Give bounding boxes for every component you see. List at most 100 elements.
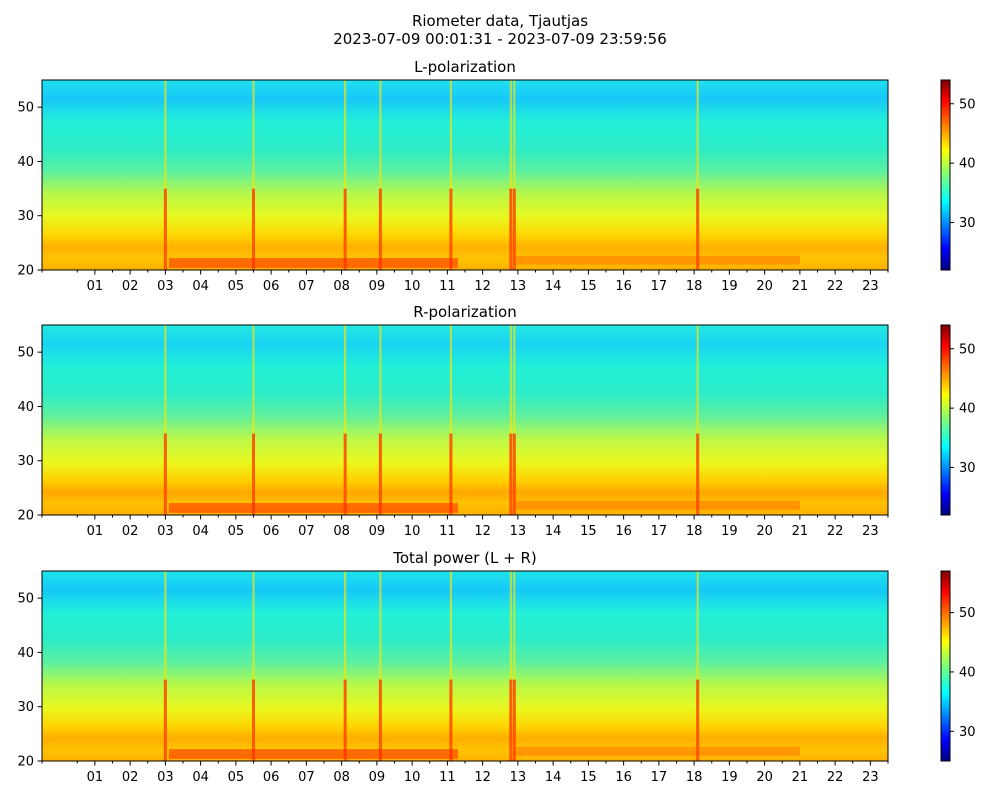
- heatmap-area: [42, 571, 888, 761]
- x-tick-label: 08: [333, 279, 350, 294]
- y-axis: 20 30 40 50: [17, 101, 42, 279]
- event-streak-core: [163, 433, 167, 515]
- y-tick-label: 20: [17, 755, 34, 770]
- figure-subtitle: 2023-07-09 00:01:31 - 2023-07-09 23:59:5…: [333, 30, 667, 48]
- x-tick-label: 06: [263, 770, 280, 785]
- panel-total-power: Total power (L + R) 01 02 03 04 05 06 07 08 09 10…: [17, 549, 976, 785]
- x-tick-label: 16: [615, 524, 632, 539]
- x-tick-label: 23: [862, 770, 879, 785]
- x-tick-label: 12: [474, 524, 491, 539]
- x-tick-label: 04: [192, 524, 209, 539]
- x-tick-label: 21: [792, 279, 809, 294]
- event-streak-core: [696, 433, 700, 515]
- x-tick-label: 20: [756, 279, 773, 294]
- event-streak-core: [252, 188, 255, 270]
- x-tick-label: 16: [615, 770, 632, 785]
- event-layer: [163, 325, 800, 515]
- event-layer: [163, 80, 800, 270]
- event-streak-core: [343, 188, 347, 270]
- event-streak-core: [509, 433, 513, 515]
- x-tick-label: 02: [122, 524, 139, 539]
- y-tick-label: 50: [17, 592, 34, 607]
- x-tick-label: 11: [439, 770, 456, 785]
- event-streak: [513, 80, 516, 270]
- colorbar-tick-label: 50: [959, 97, 976, 112]
- x-tick-label: 02: [122, 279, 139, 294]
- event-streak: [696, 571, 699, 761]
- event-streak: [164, 80, 167, 270]
- event-streak: [344, 325, 347, 515]
- colorbar: [940, 324, 951, 516]
- y-tick-label: 30: [17, 454, 34, 469]
- event-streak: [379, 571, 382, 761]
- y-axis: 20 30 40 50: [17, 346, 42, 524]
- x-tick-label: 12: [474, 279, 491, 294]
- x-tick-label: 23: [862, 524, 879, 539]
- enhancement-band: [514, 500, 800, 510]
- y-tick-label: 40: [17, 400, 34, 415]
- x-tick-label: 19: [721, 524, 738, 539]
- x-tick-label: 22: [827, 279, 844, 294]
- event-streak: [696, 80, 699, 270]
- x-axis: 01 02 03 04 05 06 07 08 09 10 11 12 13 14 15 16 17 18 19 20…: [41, 515, 889, 539]
- x-tick-label: 15: [580, 279, 597, 294]
- x-tick-label: 13: [510, 524, 527, 539]
- panel-title: R-polarization: [413, 303, 516, 321]
- event-streak-core: [512, 188, 516, 270]
- event-streak: [344, 571, 347, 761]
- y-tick-label: 40: [17, 155, 34, 170]
- x-tick-label: 17: [651, 770, 668, 785]
- x-tick-label: 17: [651, 524, 668, 539]
- x-tick-label: 06: [263, 279, 280, 294]
- y-tick-label: 20: [17, 264, 34, 279]
- event-streak: [164, 571, 167, 761]
- x-tick-label: 03: [157, 770, 174, 785]
- x-tick-label: 01: [87, 279, 104, 294]
- x-tick-label: 09: [369, 279, 386, 294]
- colorbar-axis: 30 40 50: [950, 606, 976, 740]
- x-tick-label: 01: [87, 524, 104, 539]
- event-streak-core: [449, 188, 453, 270]
- x-tick-label: 18: [686, 279, 703, 294]
- enhancement-band: [514, 255, 800, 265]
- colorbar-tick-label: 40: [959, 402, 976, 417]
- x-tick-label: 03: [157, 279, 174, 294]
- panel-title: Total power (L + R): [392, 549, 537, 567]
- y-tick-label: 40: [17, 646, 34, 661]
- y-tick-label: 20: [17, 509, 34, 524]
- event-streak-core: [343, 679, 347, 761]
- colorbar-axis: 30 40 50: [950, 342, 976, 476]
- colorbar-tick-label: 40: [959, 157, 976, 172]
- event-streak-core: [509, 679, 513, 761]
- colorbar-tick-label: 50: [959, 606, 976, 621]
- event-streak-core: [163, 188, 167, 270]
- y-tick-label: 30: [17, 209, 34, 224]
- enhancement-band: [168, 749, 458, 759]
- colorbar-tick-label: 30: [959, 216, 976, 231]
- x-tick-label: 10: [404, 279, 421, 294]
- x-tick-label: 08: [333, 770, 350, 785]
- x-tick-label: 19: [721, 770, 738, 785]
- event-streak: [252, 571, 255, 761]
- event-streak-core: [509, 188, 513, 270]
- x-tick-label: 17: [651, 279, 668, 294]
- event-streak-core: [512, 679, 516, 761]
- x-tick-label: 18: [686, 770, 703, 785]
- colorbar-tick-label: 30: [959, 725, 976, 740]
- x-tick-label: 10: [404, 770, 421, 785]
- x-tick-label: 22: [827, 524, 844, 539]
- x-tick-label: 22: [827, 770, 844, 785]
- event-streak: [449, 80, 452, 270]
- event-streak: [513, 571, 516, 761]
- colorbar-tick-label: 30: [959, 461, 976, 476]
- x-tick-label: 07: [298, 279, 315, 294]
- x-tick-label: 20: [756, 770, 773, 785]
- x-tick-label: 21: [792, 770, 809, 785]
- event-streak: [379, 325, 382, 515]
- figure-title: Riometer data, Tjautjas: [411, 12, 589, 30]
- event-streak: [449, 571, 452, 761]
- panel-title: L-polarization: [414, 58, 516, 76]
- event-streak: [509, 571, 512, 761]
- event-streak-core: [378, 679, 382, 761]
- x-tick-label: 01: [87, 770, 104, 785]
